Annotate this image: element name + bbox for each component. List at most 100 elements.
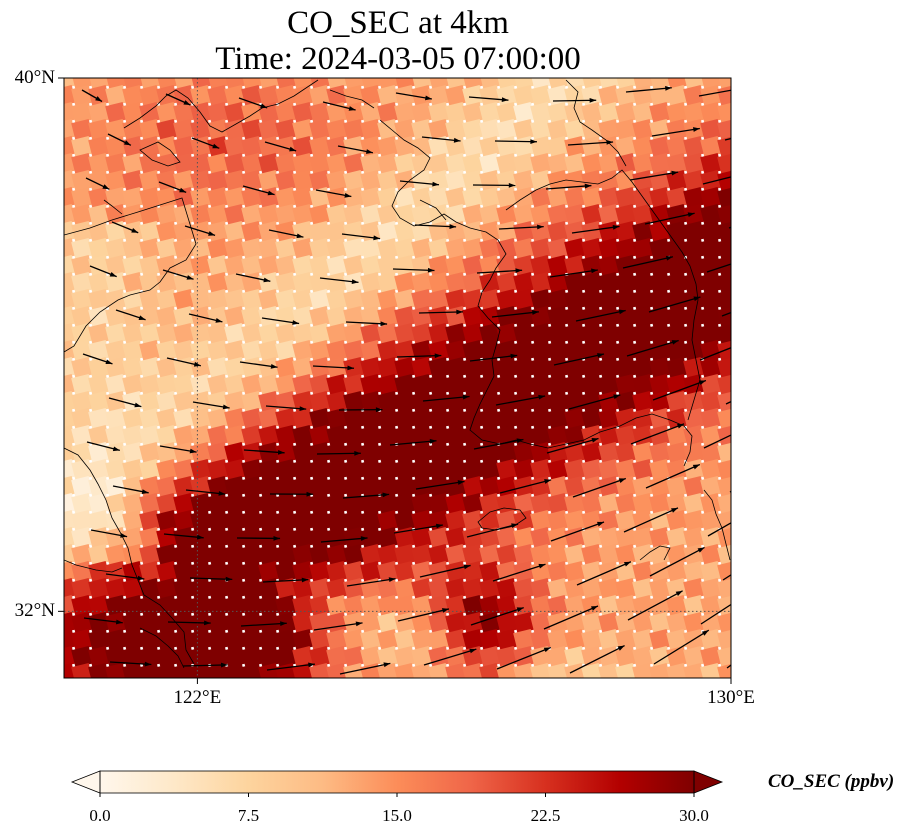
wind-arrow <box>623 507 679 533</box>
wind-arrow <box>725 400 731 405</box>
wind-arrow <box>392 267 435 273</box>
wind-arrow <box>159 445 197 454</box>
wind-arrow <box>240 621 287 627</box>
wind-arrow <box>262 577 309 583</box>
wind-arrow <box>108 397 142 408</box>
wind-arrow <box>315 189 352 198</box>
wind-arrow <box>419 564 471 578</box>
wind-arrow <box>545 183 592 190</box>
wind-arrow <box>414 224 457 229</box>
wind-arrow <box>571 224 620 234</box>
wind-arrow <box>239 361 278 369</box>
wind-arrow <box>163 533 204 540</box>
wind-arrow <box>421 136 461 143</box>
wind-arrow <box>418 309 463 315</box>
wind-arrow <box>319 277 359 284</box>
wind-arrow <box>397 608 450 622</box>
wind-arrow <box>242 185 275 196</box>
wind-arrow <box>266 662 316 671</box>
wind-arrow <box>627 590 683 621</box>
wind-arrow <box>468 96 509 103</box>
wind-arrow <box>707 522 731 537</box>
wind-arrow <box>572 477 627 498</box>
wind-arrow <box>476 268 523 274</box>
wind-arrow <box>115 309 146 321</box>
wind-arrow <box>495 394 546 406</box>
wind-arrow <box>313 621 363 631</box>
colorbar-tick-label: 22.5 <box>530 806 561 825</box>
axis-ticks <box>58 77 732 684</box>
wind-arrow <box>90 529 128 538</box>
wind-arrow <box>644 212 695 225</box>
wind-arrow <box>549 268 598 278</box>
wind-arrow <box>645 463 701 489</box>
wind-arrow <box>473 438 524 450</box>
wind-arrow <box>729 490 731 493</box>
wind-arrow <box>648 296 701 313</box>
wind-arrow <box>339 662 391 675</box>
wind-arrow <box>338 407 383 413</box>
wind-arrow <box>322 101 356 111</box>
wind-arrow <box>491 310 539 318</box>
wind-arrow <box>496 646 552 670</box>
wind-arrow <box>630 423 685 445</box>
wind-arrow <box>264 141 297 152</box>
lon-tick-label: 122°E <box>173 687 222 708</box>
wind-arrow <box>399 180 440 187</box>
wind-vector-layer <box>81 85 731 675</box>
wind-arrow <box>543 605 599 630</box>
wind-arrow <box>396 353 442 359</box>
wind-arrow <box>622 255 674 269</box>
wind-arrow <box>494 139 537 145</box>
wind-arrow <box>261 317 300 325</box>
wind-arrow <box>550 521 605 542</box>
wind-arrow <box>728 226 731 229</box>
colorbar-tick-label: 30.0 <box>679 806 709 825</box>
wind-arrow <box>184 225 216 237</box>
lat-tick-label: 40°N <box>14 67 55 88</box>
wind-arrow <box>316 450 361 456</box>
wind-arrow <box>472 182 516 188</box>
wind-arrow <box>470 607 524 626</box>
wind-arrow <box>466 523 519 538</box>
wind-arrow <box>629 170 679 181</box>
co-field-layer <box>64 78 731 678</box>
chart-subtitle-time: Time: 2024-03-05 07:00:00 <box>215 41 581 77</box>
wind-arrow <box>700 603 731 625</box>
wind-arrow <box>185 489 226 496</box>
wind-arrow <box>312 365 355 371</box>
wind-arrow <box>81 89 103 103</box>
wind-arrow <box>492 563 546 582</box>
wind-arrow <box>238 97 268 109</box>
wind-arrow <box>702 176 731 185</box>
wind-arrow <box>422 394 470 402</box>
colorbar-tick-label: 15.0 <box>382 806 412 825</box>
wind-arrow <box>158 181 187 194</box>
wind-arrow <box>105 573 145 581</box>
wind-arrow <box>82 353 113 365</box>
wind-arrow <box>498 224 544 230</box>
wind-arrow <box>569 645 625 674</box>
map-frame <box>63 77 732 679</box>
colorbar-gradient <box>100 771 694 793</box>
colorbar-extend-min <box>70 770 101 794</box>
wind-arrow <box>576 561 632 586</box>
wind-arrow <box>112 485 149 494</box>
wind-arrow <box>652 379 707 401</box>
wind-arrow <box>191 137 220 149</box>
wind-arrow <box>268 229 304 239</box>
wind-arrow <box>85 177 110 190</box>
wind-arrow <box>575 309 626 322</box>
wind-arrow <box>553 353 605 366</box>
wind-arrow <box>469 353 518 362</box>
wind-arrow <box>499 479 552 494</box>
wind-arrow <box>415 480 465 490</box>
wind-arrow <box>192 401 230 410</box>
wind-arrow <box>337 145 374 154</box>
wind-arrow <box>188 313 223 323</box>
wind-arrow <box>346 577 396 587</box>
wind-arrow <box>182 662 228 668</box>
wind-arrow <box>243 449 285 455</box>
wind-arrow <box>83 617 123 625</box>
wind-arrow <box>706 263 731 273</box>
